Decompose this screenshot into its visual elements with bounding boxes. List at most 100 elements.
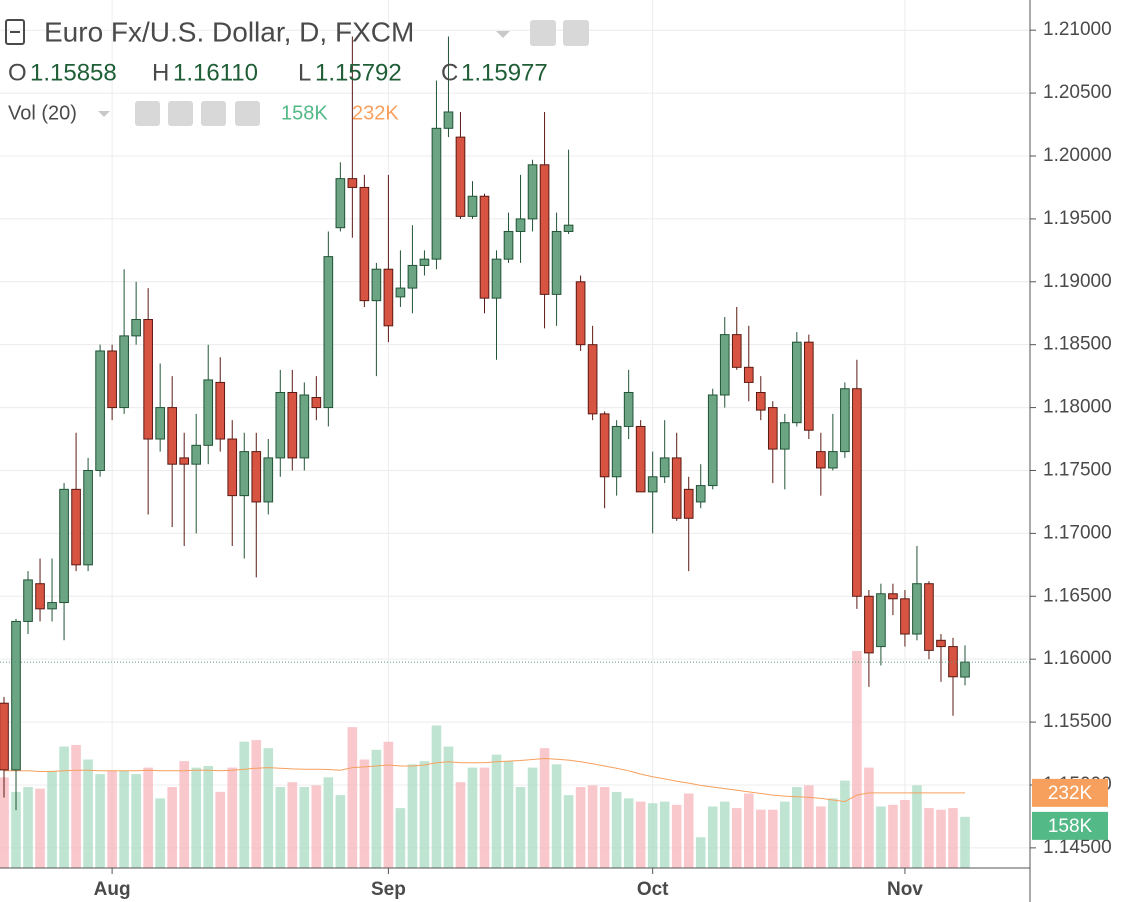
candle-body	[563, 224, 574, 232]
candle-body	[767, 407, 778, 450]
candle-body	[611, 425, 622, 478]
y-tick-label: 1.19000	[1043, 271, 1112, 292]
volume-bar	[299, 787, 310, 868]
axis-badge	[1032, 811, 1108, 840]
volume-bar	[527, 767, 538, 868]
candle-body	[311, 397, 322, 409]
volume-bar	[635, 801, 646, 868]
volume-bar	[287, 782, 298, 868]
volume-bar	[924, 808, 934, 868]
settings-button[interactable]	[563, 20, 589, 46]
candle-body	[419, 258, 430, 266]
candle-body	[960, 661, 970, 678]
volume-bar	[275, 787, 286, 868]
candle-body	[71, 488, 81, 566]
visibility-button[interactable]	[135, 101, 160, 126]
candle-body	[792, 341, 802, 424]
candle-body	[912, 583, 922, 635]
candle-body	[587, 344, 598, 415]
volume-bar	[155, 798, 165, 868]
volume-bar	[743, 793, 754, 868]
candle-body	[719, 334, 730, 396]
volume-bar	[551, 764, 562, 868]
candle-body	[11, 620, 21, 771]
candle-body	[924, 583, 934, 651]
volume-bar	[876, 806, 886, 868]
ohlc-key: H	[152, 59, 169, 86]
volume-bar	[335, 795, 346, 868]
volume-bar	[35, 788, 45, 868]
volume-bar	[816, 806, 826, 868]
volume-bar	[407, 764, 418, 868]
axis-badge-label: 232K	[1048, 783, 1093, 804]
collapse-button[interactable]	[5, 19, 25, 45]
candle-body	[95, 350, 105, 471]
candle-body	[407, 264, 418, 289]
add-button[interactable]	[201, 101, 226, 126]
settings-button[interactable]	[168, 101, 193, 126]
volume-bar	[491, 754, 502, 868]
candle-body	[515, 218, 526, 232]
volume-bar	[828, 798, 838, 868]
candle-body	[828, 451, 838, 469]
volume-bar	[95, 774, 105, 868]
candle-body	[852, 388, 862, 597]
volume-bar	[47, 770, 57, 868]
x-tick-label: Aug	[94, 879, 131, 900]
volume-bar	[23, 787, 33, 868]
volume-bar	[467, 767, 478, 868]
candle-body	[936, 639, 946, 648]
ohlc-value: 1.16110	[173, 59, 258, 86]
candle-body	[0, 702, 9, 771]
volume-bar	[960, 816, 970, 868]
candle-body	[491, 258, 502, 299]
candle-body	[623, 391, 634, 427]
candle-body	[23, 579, 33, 622]
y-tick-label: 1.17500	[1043, 459, 1112, 480]
dropdown-icon[interactable]	[98, 111, 110, 117]
ohlc-key: C	[441, 59, 458, 86]
candle-body	[35, 583, 45, 610]
candle-body	[47, 602, 57, 610]
ohlc-value: 1.15792	[315, 59, 402, 86]
volume-bar	[59, 746, 69, 868]
ma-legend-value: 232K	[352, 102, 399, 124]
volume-bar	[599, 787, 610, 868]
volume-bar	[107, 770, 117, 868]
candle-body	[467, 195, 478, 217]
candle-body	[431, 127, 442, 260]
candle-body	[359, 186, 370, 302]
overlay: Euro Fx/U.S. Dollar, D, FXCM O 1.15858 H…	[5, 16, 589, 126]
x-tick-label: Nov	[887, 879, 923, 900]
y-tick-label: 1.17000	[1043, 522, 1112, 543]
y-tick-label: 1.18000	[1043, 397, 1112, 418]
volume-bar	[755, 809, 766, 868]
candle-body	[527, 164, 538, 220]
y-tick-label: 1.16000	[1043, 648, 1112, 669]
volume-bar	[792, 787, 802, 868]
candle-body	[503, 230, 514, 260]
remove-button[interactable]	[235, 101, 260, 126]
volume-bar	[503, 761, 514, 868]
dropdown-icon[interactable]	[496, 31, 510, 38]
volume-bar	[83, 759, 93, 868]
volume-bar	[11, 791, 21, 868]
candle-body	[395, 287, 406, 298]
volume-bar	[239, 741, 250, 868]
volume-ma-line	[4, 757, 965, 803]
y-tick-label: 1.18500	[1043, 334, 1112, 355]
y-tick-label: 1.20500	[1043, 82, 1112, 103]
candle-body	[888, 593, 898, 600]
y-tick-label: 1.16500	[1043, 585, 1112, 606]
visibility-button[interactable]	[530, 20, 556, 46]
candle-body	[275, 391, 286, 459]
volume-bar	[864, 767, 874, 868]
ohlc-key: O	[8, 59, 27, 86]
candle-body	[251, 451, 262, 503]
y-tick-label: 1.21000	[1043, 19, 1112, 40]
volume-bar	[731, 808, 742, 868]
x-tick-label: Oct	[637, 879, 669, 900]
volume-bar	[455, 782, 466, 868]
volume-bar	[431, 725, 442, 868]
volume-bar	[263, 748, 274, 868]
